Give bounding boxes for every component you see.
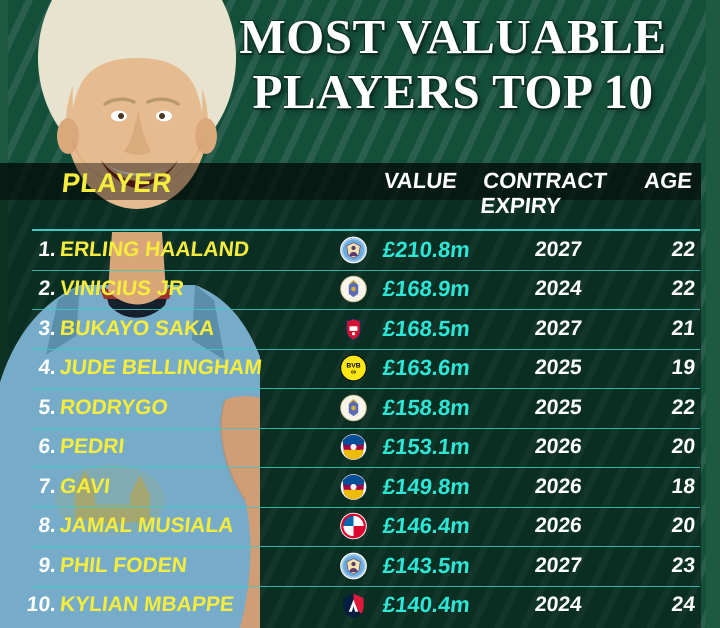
svg-text:BVB: BVB	[346, 363, 360, 370]
svg-text:09: 09	[351, 370, 356, 375]
